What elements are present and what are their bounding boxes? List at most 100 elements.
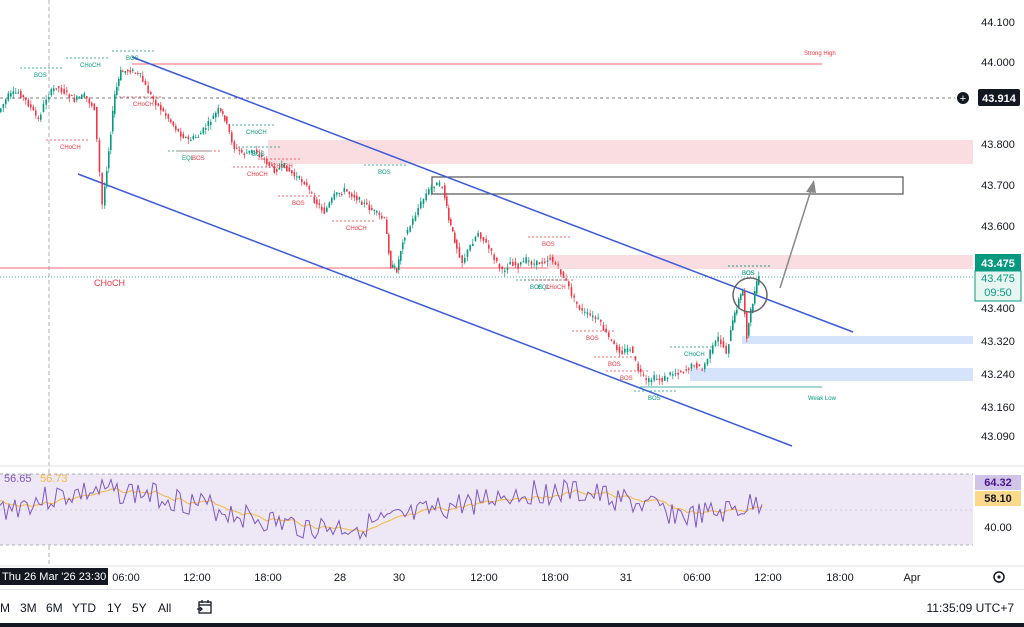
candle-body bbox=[736, 309, 738, 314]
candle-body bbox=[124, 71, 127, 73]
candle-body bbox=[742, 289, 744, 296]
candle-body bbox=[422, 198, 425, 204]
rsi-line bbox=[0, 477, 763, 541]
candle-body bbox=[0, 108, 2, 112]
candle-body bbox=[512, 261, 514, 266]
candle-body bbox=[296, 176, 298, 178]
candle-body bbox=[482, 237, 485, 241]
candle-body bbox=[336, 192, 338, 195]
channel-upper[interactable] bbox=[131, 56, 854, 333]
candle-body bbox=[155, 100, 157, 106]
time-tick: 06:00 bbox=[683, 572, 711, 584]
candle-body bbox=[398, 259, 400, 271]
range-5y[interactable]: 5Y bbox=[132, 601, 147, 615]
add-alert-icon[interactable] bbox=[957, 92, 969, 104]
smc-label: BOS bbox=[530, 285, 543, 291]
candle-body bbox=[32, 106, 35, 111]
window-bottom-edge bbox=[0, 623, 1024, 627]
candle-body bbox=[63, 88, 65, 94]
candle-body bbox=[42, 103, 45, 112]
candle-body bbox=[351, 193, 353, 197]
candle-body bbox=[444, 185, 446, 199]
candle-body bbox=[386, 219, 388, 234]
candle-body bbox=[152, 96, 155, 99]
candle-body bbox=[541, 261, 543, 264]
price-axis[interactable]: 44.100 44.000 43.800 43.700 43.600 43.400 43.3… bbox=[981, 17, 1015, 443]
candle-body bbox=[318, 203, 321, 205]
candle-body bbox=[750, 309, 752, 323]
candle-body bbox=[613, 340, 615, 345]
rsi-value-badge bbox=[975, 475, 1021, 490]
price-chart[interactable]: BOSCHoCHCHoCHBOSCHoCHEQLBOSCHoCHBOSCHoCH… bbox=[0, 0, 1024, 589]
candle-body bbox=[78, 97, 81, 99]
candle-body bbox=[402, 242, 404, 250]
candle-body bbox=[562, 271, 565, 278]
range-1y[interactable]: 1Y bbox=[107, 601, 122, 615]
candle-body bbox=[308, 186, 311, 190]
candle-body bbox=[533, 263, 535, 265]
smc-label: CHoCH bbox=[272, 164, 293, 170]
candle-body bbox=[506, 267, 509, 270]
candle-body bbox=[258, 153, 261, 157]
smc-label: CHoCH bbox=[60, 145, 81, 151]
candle-body bbox=[7, 93, 10, 101]
candle-body bbox=[552, 256, 554, 262]
range-1m[interactable]: M bbox=[0, 601, 10, 615]
candle-body bbox=[185, 137, 187, 139]
channel-lower[interactable] bbox=[77, 173, 793, 447]
smc-label: BOS bbox=[648, 396, 661, 402]
candle-body bbox=[677, 372, 679, 375]
candle-body bbox=[238, 149, 241, 151]
candle-body bbox=[144, 81, 147, 86]
date-range-calendar-icon[interactable] bbox=[196, 598, 214, 616]
candle-body bbox=[323, 207, 326, 214]
candle-body bbox=[637, 363, 639, 371]
candle-body bbox=[428, 189, 430, 195]
smc-label: CHoCH bbox=[133, 102, 154, 108]
candle-body bbox=[530, 261, 533, 265]
candle-body bbox=[554, 262, 557, 265]
range-all[interactable]: All bbox=[158, 601, 172, 615]
projection-arrow bbox=[779, 186, 813, 289]
candle-body bbox=[610, 339, 613, 341]
candle-body bbox=[120, 69, 122, 81]
candle-body bbox=[231, 132, 233, 143]
candle-body bbox=[493, 254, 495, 260]
range-6m[interactable]: 6M bbox=[46, 601, 63, 615]
candle-body bbox=[197, 136, 200, 138]
smc-label: CHoCH bbox=[346, 226, 367, 232]
candle-body bbox=[17, 92, 20, 94]
candle-body bbox=[509, 262, 511, 265]
candle-body bbox=[528, 260, 530, 262]
candle-body bbox=[642, 374, 645, 376]
candle-body bbox=[597, 317, 599, 319]
time-tick: 12:00 bbox=[183, 572, 211, 584]
candle-body bbox=[139, 73, 142, 75]
candle-body bbox=[496, 257, 498, 262]
candle-body bbox=[576, 301, 578, 304]
candle-body bbox=[5, 99, 7, 105]
smc-label: BOS bbox=[742, 271, 755, 277]
candle-body bbox=[746, 312, 748, 339]
candle-body bbox=[108, 151, 110, 169]
utc-clock[interactable]: 11:35:09 UTC+7 bbox=[926, 601, 1015, 615]
range-ytd[interactable]: YTD bbox=[72, 601, 96, 615]
candle-body bbox=[570, 287, 573, 296]
candle-body bbox=[202, 127, 205, 134]
candle-body bbox=[243, 153, 246, 156]
candle-body bbox=[450, 219, 452, 226]
candle-body bbox=[37, 117, 40, 119]
candle-body bbox=[744, 291, 746, 315]
candle-body bbox=[754, 290, 756, 304]
candle-body bbox=[288, 167, 291, 172]
candle-body bbox=[661, 378, 663, 382]
smc-label: BOS bbox=[542, 242, 555, 248]
candle-body bbox=[592, 315, 594, 318]
candle-body bbox=[331, 198, 333, 203]
candle-body bbox=[452, 227, 454, 232]
settings-gear-icon[interactable] bbox=[993, 571, 1005, 583]
candle-body bbox=[414, 215, 417, 221]
time-axis[interactable]: 06:00 12:00 18:00 28 30 12:00 18:00 31 06:00 12:0… bbox=[112, 572, 921, 584]
candle-body bbox=[147, 85, 149, 94]
range-3m[interactable]: 3M bbox=[20, 601, 37, 615]
